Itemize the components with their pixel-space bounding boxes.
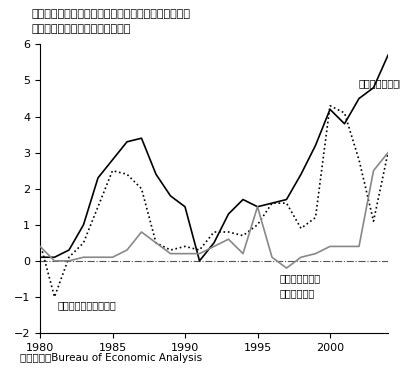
Text: 米国の経常収支赤字: 米国の経常収支赤字 (359, 78, 400, 88)
Text: （出所）　Bureau of Economic Analysis: （出所） Bureau of Economic Analysis (20, 353, 202, 363)
Text: 外国当局による: 外国当局による (279, 273, 320, 283)
Text: 図１：米国の経常収支赤字、米国への民間資本流入、: 図１：米国の経常収支赤字、米国への民間資本流入、 (32, 9, 191, 19)
Text: 米国への民間資本流入: 米国への民間資本流入 (58, 300, 116, 310)
Text: 外国当局によるドル資産購入: 外国当局によるドル資産購入 (32, 24, 131, 34)
Text: ドル資産購入: ドル資産購入 (279, 288, 314, 298)
